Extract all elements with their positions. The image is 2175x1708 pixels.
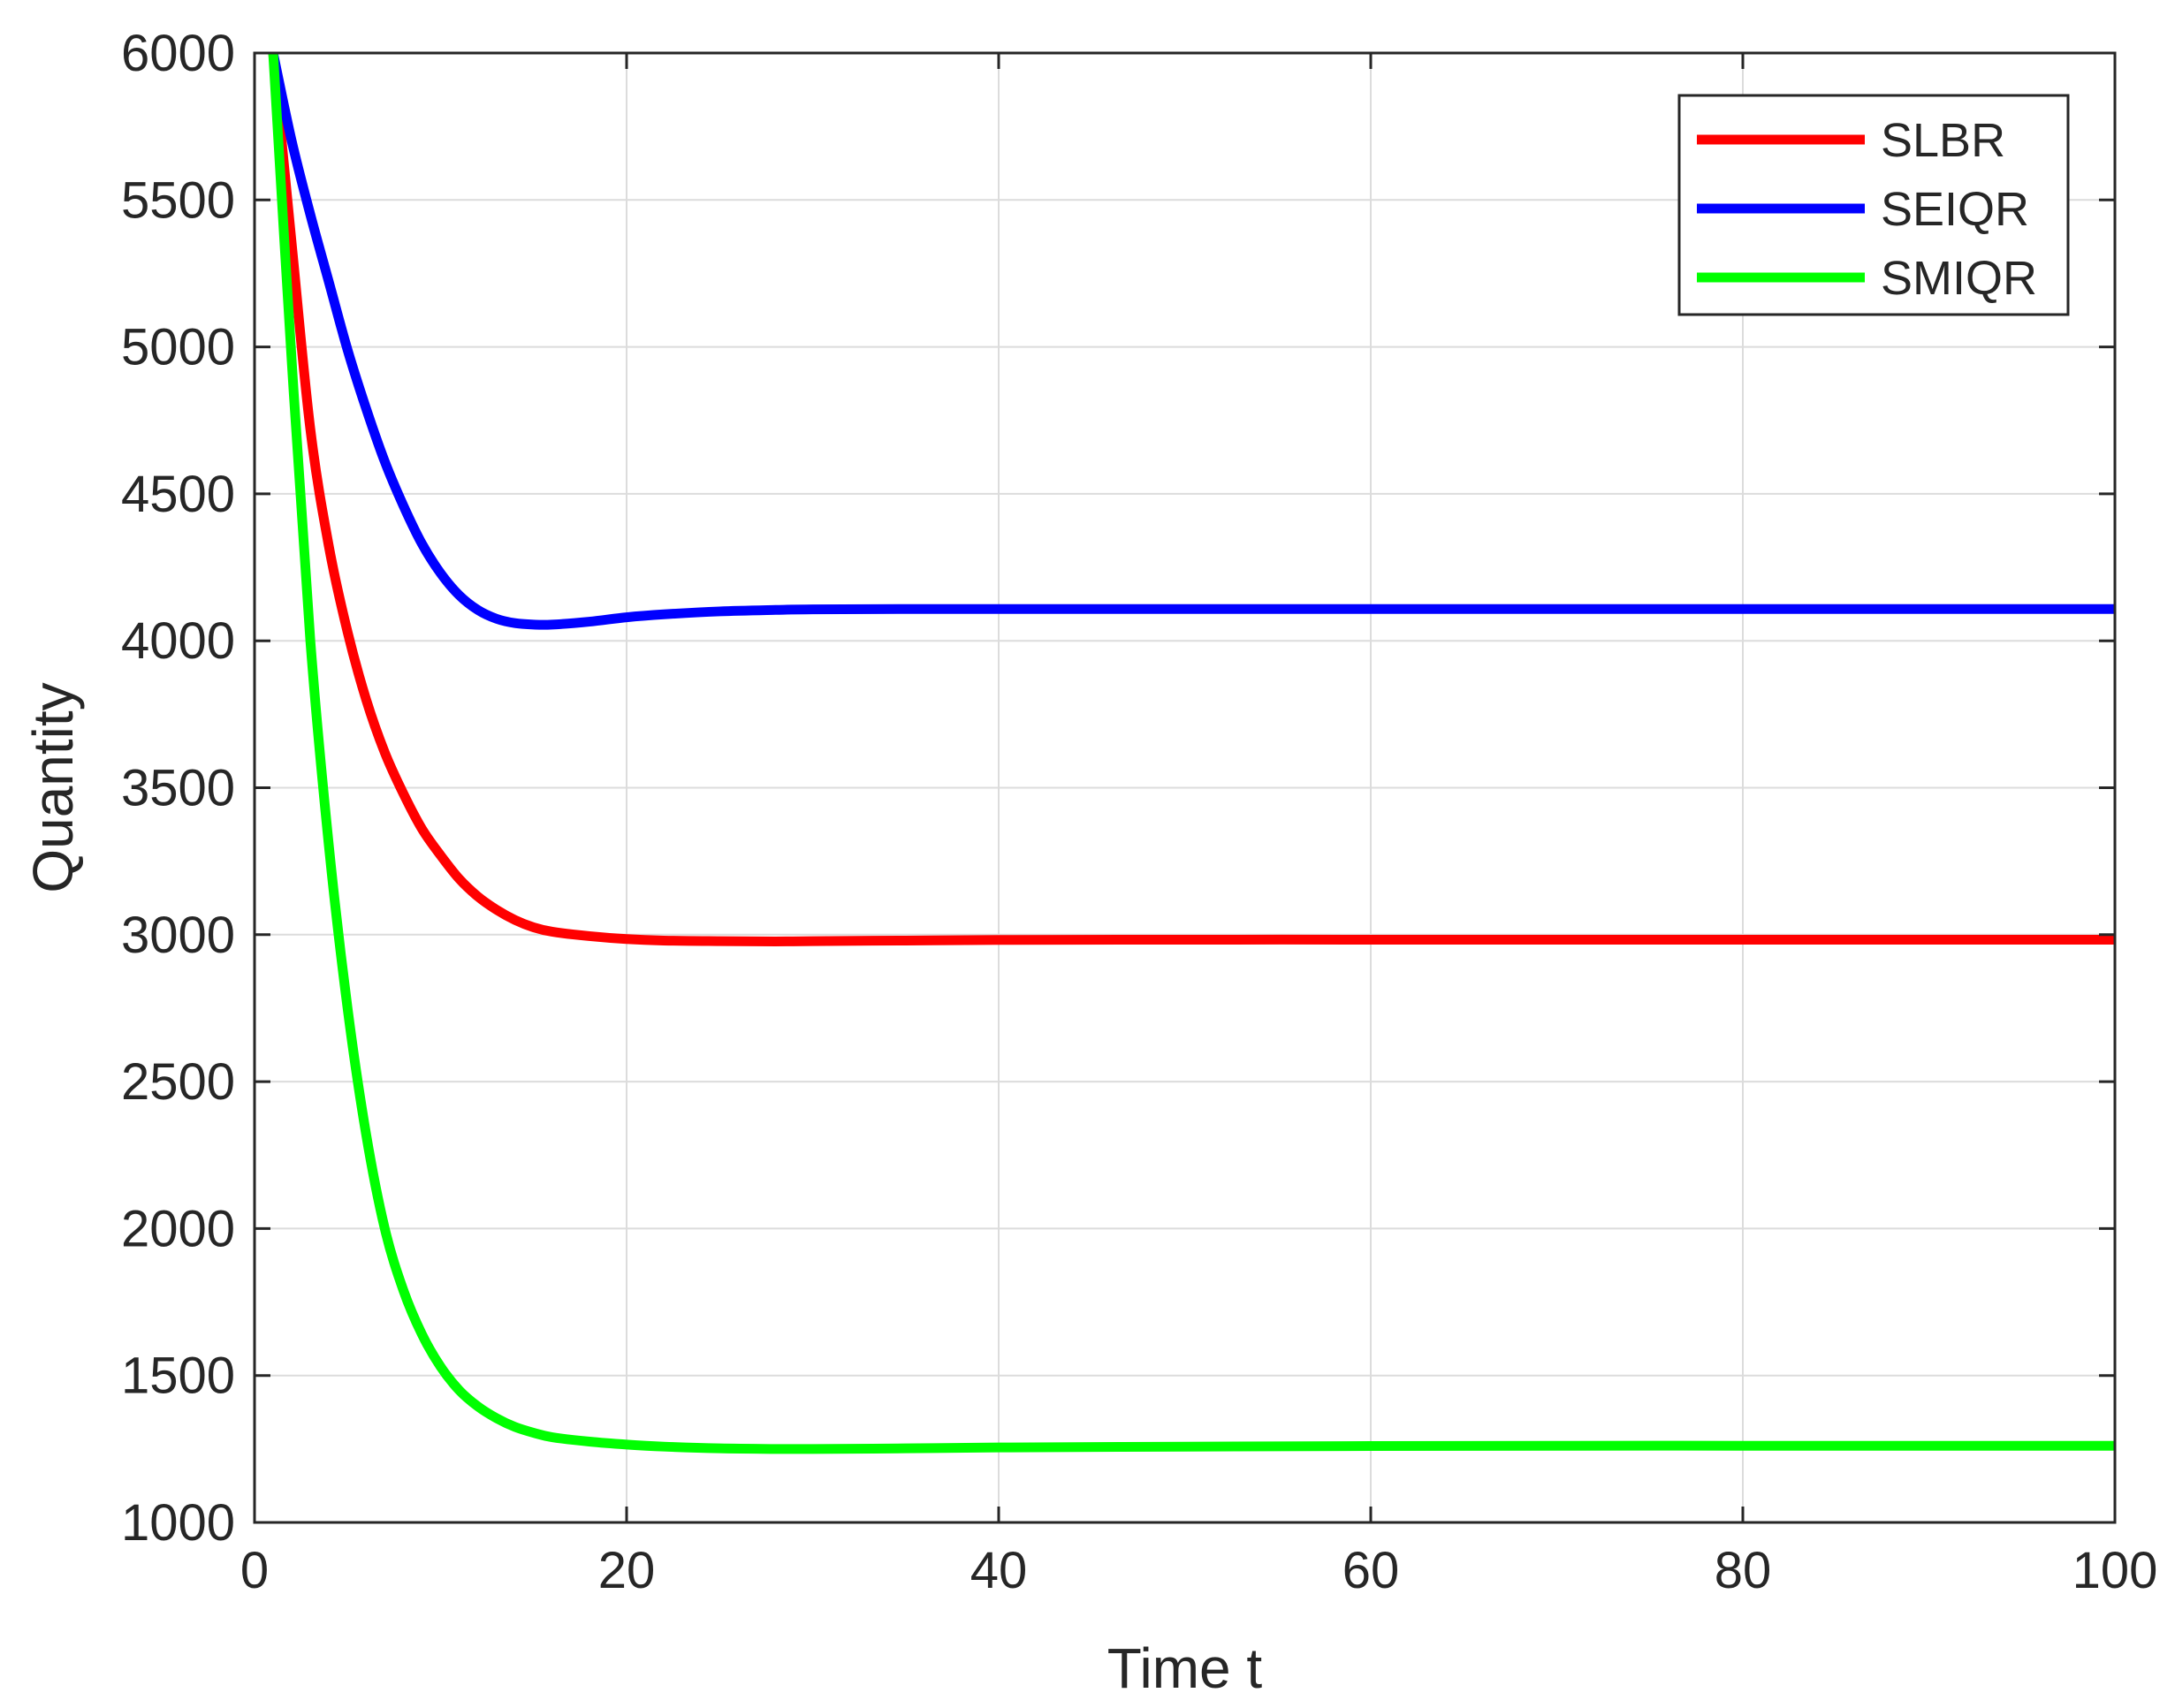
x-tick-label: 0 (240, 1542, 269, 1599)
legend-label: SLBR (1881, 114, 2005, 167)
y-tick-label: 4000 (121, 612, 235, 670)
y-axis-label: Quantity (21, 682, 85, 892)
axis-ticks: 0 20 40 60 80 100 1000 1500 2000 2500 3000 3500 4000… (121, 25, 2157, 1599)
y-tick-label: 1500 (121, 1347, 235, 1405)
series-line-seiqr (268, 51, 2115, 630)
y-tick-label: 3000 (121, 907, 235, 964)
x-tick-label: 60 (1342, 1542, 1400, 1599)
legend: SLBR SEIQR SMIQR (1677, 94, 2070, 316)
y-tick-label: 5000 (121, 319, 235, 376)
y-tick-label: 5500 (121, 171, 235, 229)
y-tick-label: 6000 (121, 25, 235, 82)
y-tick-label: 2500 (121, 1053, 235, 1111)
series-line-slbr (268, 52, 2115, 946)
x-tick-label: 80 (1715, 1542, 1772, 1599)
legend-label: SEIQR (1881, 183, 2029, 236)
y-tick-label: 2000 (121, 1200, 235, 1257)
series-line-smiqr (268, 52, 2115, 1454)
series-lines (268, 51, 2115, 1454)
x-tick-label: 40 (970, 1542, 1028, 1599)
y-tick-label: 3500 (121, 760, 235, 817)
y-tick-label: 1000 (121, 1494, 235, 1552)
legend-label: SMIQR (1881, 252, 2037, 305)
x-axis-label: Time t (1107, 1636, 1263, 1700)
x-tick-label: 100 (2072, 1542, 2158, 1599)
x-tick-label: 20 (598, 1542, 656, 1599)
y-tick-label: 4500 (121, 466, 235, 523)
